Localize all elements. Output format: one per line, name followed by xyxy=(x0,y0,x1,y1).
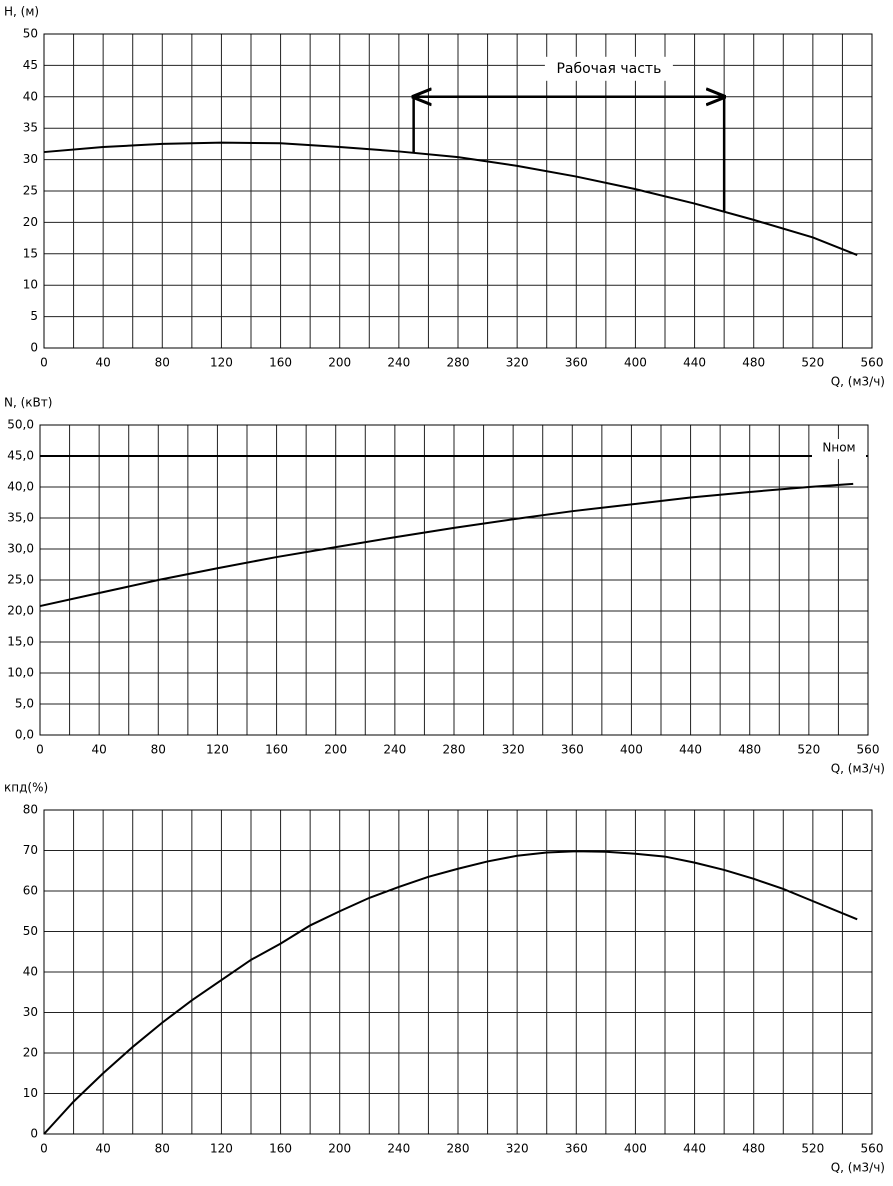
y-tick-label: 50 xyxy=(23,27,38,41)
reference-label-bg xyxy=(812,439,866,459)
x-tick-label: 40 xyxy=(92,743,107,757)
annotation-text: Рабочая часть xyxy=(556,61,661,77)
x-tick-label: 160 xyxy=(265,743,288,757)
y-tick-label: 35 xyxy=(23,121,38,135)
plot-frame xyxy=(43,33,873,349)
x-tick-label: 240 xyxy=(387,356,410,370)
x-axis-label: Q, (м3/ч) xyxy=(831,1161,885,1175)
x-tick-label: 440 xyxy=(683,356,706,370)
x-tick-label: 200 xyxy=(324,743,347,757)
x-tick-label: 240 xyxy=(383,743,406,757)
x-tick-label: 480 xyxy=(738,743,761,757)
y-tick-label: 0 xyxy=(30,341,38,355)
x-tick-label: 120 xyxy=(210,1142,233,1156)
x-tick-label: 80 xyxy=(151,743,166,757)
x-tick-label: 200 xyxy=(328,356,351,370)
x-tick-label: 320 xyxy=(506,356,529,370)
x-tick-label: 560 xyxy=(861,356,884,370)
y-tick-label: 50 xyxy=(23,924,38,938)
x-axis-label: Q, (м3/ч) xyxy=(831,762,885,776)
x-tick-label: 40 xyxy=(96,356,111,370)
y-tick-label: 50,0 xyxy=(7,418,34,432)
x-tick-label: 400 xyxy=(620,743,643,757)
y-tick-label: 35,0 xyxy=(7,511,34,525)
x-tick-label: 520 xyxy=(797,743,820,757)
y-tick-label: 15 xyxy=(23,246,38,260)
y-tick-label: 30 xyxy=(23,152,38,166)
x-tick-label: 480 xyxy=(742,356,765,370)
y-tick-label: 10 xyxy=(23,278,38,292)
y-tick-label: 80 xyxy=(23,803,38,817)
y-axis-label: H, (м) xyxy=(4,5,39,19)
x-tick-label: 280 xyxy=(447,356,470,370)
x-tick-label: 440 xyxy=(683,1142,706,1156)
x-tick-label: 120 xyxy=(210,356,233,370)
x-tick-label: 400 xyxy=(624,356,647,370)
reference-label: Nном xyxy=(822,441,855,455)
y-tick-label: 10 xyxy=(23,1086,38,1100)
y-tick-label: 30 xyxy=(23,1005,38,1019)
plot-frame xyxy=(43,809,873,1135)
y-tick-label: 25,0 xyxy=(7,573,34,587)
y-tick-label: 5,0 xyxy=(15,697,34,711)
x-tick-label: 0 xyxy=(40,1142,48,1156)
x-tick-label: 320 xyxy=(506,1142,529,1156)
x-tick-label: 360 xyxy=(561,743,584,757)
y-tick-label: 25 xyxy=(23,184,38,198)
x-tick-label: 360 xyxy=(565,1142,588,1156)
y-axis-label: кпд(%) xyxy=(4,781,48,795)
x-tick-label: 400 xyxy=(624,1142,647,1156)
x-tick-label: 0 xyxy=(40,356,48,370)
y-tick-label: 45 xyxy=(23,58,38,72)
x-tick-label: 120 xyxy=(206,743,229,757)
y-tick-label: 70 xyxy=(23,843,38,857)
y-tick-label: 45,0 xyxy=(7,449,34,463)
y-tick-label: 20 xyxy=(23,1046,38,1060)
y-tick-label: 10,0 xyxy=(7,666,34,680)
y-tick-label: 5 xyxy=(30,309,38,323)
data-line xyxy=(43,141,858,256)
x-tick-label: 280 xyxy=(447,1142,470,1156)
y-tick-label: 30,0 xyxy=(7,542,34,556)
x-axis-label: Q, (м3/ч) xyxy=(831,375,885,389)
x-tick-label: 280 xyxy=(443,743,466,757)
x-tick-label: 560 xyxy=(861,1142,884,1156)
y-tick-label: 0 xyxy=(30,1127,38,1141)
plot-frame xyxy=(39,424,869,736)
x-tick-label: 200 xyxy=(328,1142,351,1156)
x-tick-label: 240 xyxy=(387,1142,410,1156)
x-tick-label: 320 xyxy=(502,743,525,757)
y-tick-label: 0,0 xyxy=(15,728,34,742)
x-tick-label: 360 xyxy=(565,356,588,370)
y-tick-label: 60 xyxy=(23,884,38,898)
x-tick-label: 80 xyxy=(155,356,170,370)
x-tick-label: 480 xyxy=(742,1142,765,1156)
y-axis-label: N, (кВт) xyxy=(4,396,52,410)
x-tick-label: 440 xyxy=(679,743,702,757)
y-tick-label: 15,0 xyxy=(7,635,34,649)
x-tick-label: 520 xyxy=(801,1142,824,1156)
x-tick-label: 520 xyxy=(801,356,824,370)
data-line xyxy=(39,482,854,608)
data-line xyxy=(43,850,858,1135)
x-tick-label: 160 xyxy=(269,1142,292,1156)
x-tick-label: 40 xyxy=(96,1142,111,1156)
y-tick-label: 20 xyxy=(23,215,38,229)
x-tick-label: 560 xyxy=(857,743,880,757)
y-tick-label: 40 xyxy=(23,89,38,103)
y-tick-label: 40 xyxy=(23,965,38,979)
x-tick-label: 160 xyxy=(269,356,292,370)
y-tick-label: 40,0 xyxy=(7,480,34,494)
y-tick-label: 20,0 xyxy=(7,604,34,618)
x-tick-label: 0 xyxy=(36,743,44,757)
x-tick-label: 80 xyxy=(155,1142,170,1156)
annotation-bg xyxy=(544,56,673,81)
